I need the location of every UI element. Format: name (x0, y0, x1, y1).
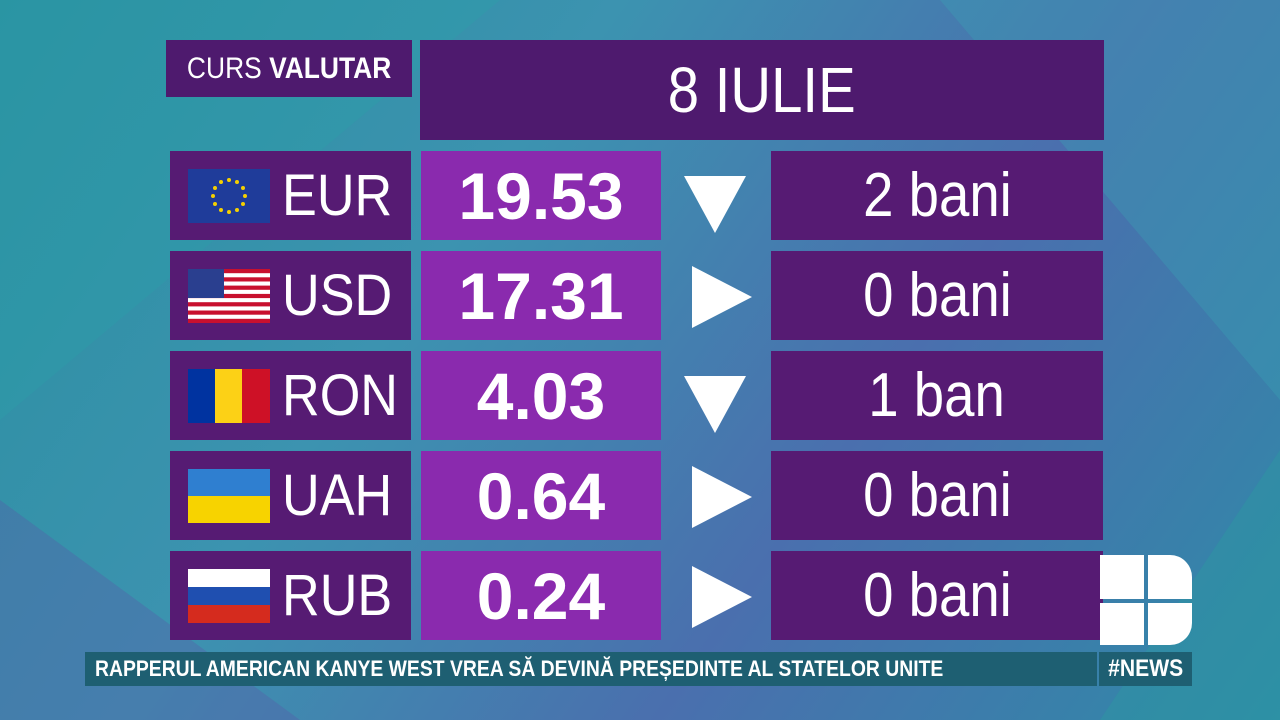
currency-code: UAH (282, 463, 393, 528)
title-light: CURS (186, 51, 262, 85)
arrow-right (692, 566, 752, 628)
flag-ua (188, 468, 270, 523)
flag-ru (188, 568, 270, 623)
change-cell: 0 bani (771, 251, 1103, 340)
rate-cell: 4.03 (421, 351, 661, 440)
currency-code: RUB (282, 563, 393, 628)
ticker-headline: RAPPERUL AMERICAN KANYE WEST VREA SĂ DEV… (95, 656, 944, 681)
rate-cell: 0.24 (421, 551, 661, 640)
title-bold: VALUTAR (268, 51, 392, 85)
change-cell: 0 bani (771, 551, 1103, 640)
title-label: CURS VALUTAR (166, 40, 412, 97)
date-box: 8 IULIE (420, 40, 1104, 140)
ticker-bar: RAPPERUL AMERICAN KANYE WEST VREA SĂ DEV… (85, 652, 1097, 686)
ticker-tag: #NEWS (1099, 652, 1192, 686)
arrow-right (692, 266, 752, 328)
date: 8 IULIE (668, 54, 856, 126)
change: 2 bani (862, 161, 1012, 230)
currency-cell: RUB (170, 551, 411, 640)
rate-cell: 0.64 (421, 451, 661, 540)
change-cell: 2 bani (771, 151, 1103, 240)
flag-eu (188, 168, 270, 223)
channel-logo (1100, 555, 1192, 645)
change: 1 ban (868, 361, 1006, 430)
change: 0 bani (862, 261, 1012, 330)
currency-cell: UAH (170, 451, 411, 540)
flag-us (188, 268, 270, 323)
currency-cell: USD (170, 251, 411, 340)
rate: 19.53 (458, 158, 624, 233)
change: 0 bani (862, 561, 1012, 630)
rate: 0.24 (476, 558, 606, 633)
change-cell: 0 bani (771, 451, 1103, 540)
arrow-down (684, 376, 746, 433)
change-cell: 1 ban (771, 351, 1103, 440)
rate-cell: 19.53 (421, 151, 661, 240)
currency-code: EUR (282, 163, 393, 228)
tag: #NEWS (1107, 655, 1184, 682)
currency-code: RON (282, 363, 399, 428)
rate: 4.03 (476, 358, 606, 433)
rate: 0.64 (476, 458, 606, 533)
change: 0 bani (862, 461, 1012, 530)
currency-code: USD (282, 263, 393, 328)
flag-ro (188, 368, 270, 423)
arrow-right (692, 466, 752, 528)
arrow-down (684, 176, 746, 233)
currency-cell: EUR (170, 151, 411, 240)
rate: 17.31 (458, 258, 624, 333)
currency-cell: RON (170, 351, 411, 440)
rate-cell: 17.31 (421, 251, 661, 340)
